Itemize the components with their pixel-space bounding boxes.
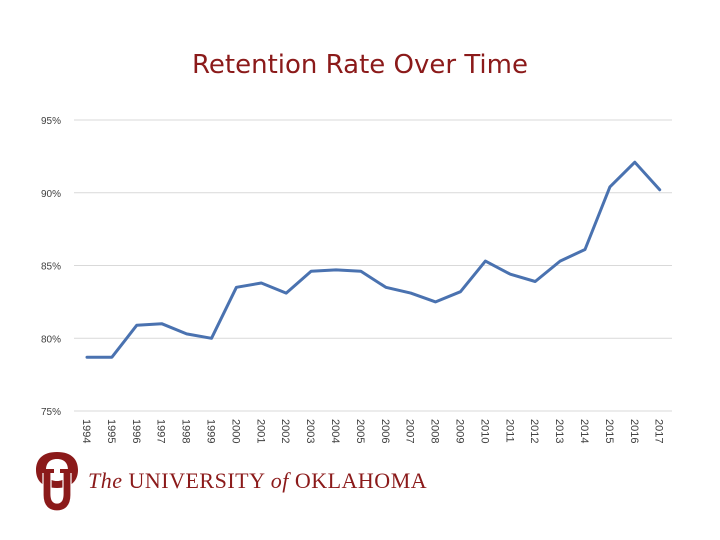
x-tick-label: 2006: [379, 419, 391, 443]
ou-monogram-icon: [36, 452, 78, 512]
x-tick-label: 2007: [404, 419, 416, 443]
wordmark-university: UNIVERSITY: [128, 468, 265, 493]
y-tick-label: 80%: [41, 334, 61, 345]
x-tick-label: 1999: [205, 419, 217, 443]
wordmark-state: OKLAHOMA: [294, 468, 428, 493]
x-tick-label: 1996: [130, 419, 142, 443]
x-tick-label: 2002: [279, 419, 291, 443]
university-logo: The UNIVERSITY of OKLAHOMA: [32, 450, 432, 520]
x-tick-label: 2010: [478, 419, 490, 443]
x-tick-label: 2015: [603, 419, 615, 443]
x-tick-label: 1998: [180, 419, 192, 443]
x-tick-label: 2013: [553, 419, 565, 443]
x-tick-label: 1994: [80, 419, 92, 443]
x-axis-tick-labels: 1994 1995 1996 1997 1998 1999 2000 2001 2002 2003…: [80, 419, 665, 443]
y-tick-label: 90%: [41, 189, 61, 200]
x-tick-label: 2017: [653, 419, 665, 443]
y-tick-label: 95%: [41, 116, 61, 127]
series-line: [85, 160, 662, 359]
wordmark-the: The: [88, 468, 123, 493]
y-tick-label: 85%: [41, 262, 61, 273]
x-tick-label: 2009: [454, 419, 466, 443]
x-tick-label: 2000: [229, 419, 241, 443]
x-tick-label: 2014: [578, 419, 590, 443]
chart-title: Retention Rate Over Time: [192, 50, 528, 80]
wordmark-of: of: [270, 468, 289, 493]
x-tick-label: 2008: [429, 419, 441, 443]
x-tick-label: 2016: [628, 419, 640, 443]
x-tick-label: 2012: [528, 419, 540, 443]
x-tick-label: 2001: [254, 419, 266, 443]
university-wordmark: The UNIVERSITY of OKLAHOMA: [88, 468, 427, 494]
x-tick-label: 2011: [503, 419, 515, 443]
x-tick-label: 2004: [329, 419, 341, 443]
y-tick-label: 75%: [41, 407, 61, 418]
x-tick-label: 1997: [155, 419, 167, 443]
x-tick-label: 1995: [105, 419, 117, 443]
gridlines: [74, 119, 672, 412]
y-axis-tick-labels: 75% 80% 85% 90% 95%: [41, 116, 61, 418]
x-tick-label: 2005: [354, 419, 366, 443]
x-tick-label: 2003: [304, 419, 316, 443]
series-lines: [85, 160, 662, 359]
